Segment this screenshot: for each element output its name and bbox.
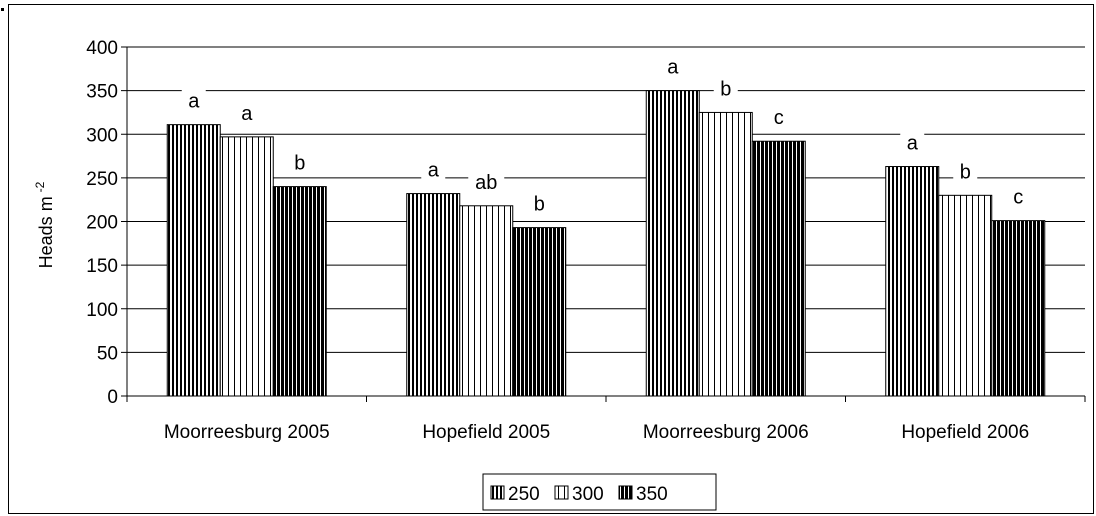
significance-label-bg (1006, 182, 1031, 209)
significance-letter: b (720, 78, 731, 100)
significance-letter: b (960, 161, 971, 183)
legend-swatch-350 (618, 485, 633, 500)
bar-300 (219, 136, 274, 397)
significance-label-bg (181, 86, 206, 113)
chart-frame (8, 4, 1094, 514)
corner-dot (1, 8, 4, 11)
legend-label: 350 (636, 484, 668, 505)
bar-250 (645, 90, 700, 397)
significance-label-bg (766, 103, 791, 130)
y-tick-labels: 0 50 100 150 200 250 300 350 400 (86, 38, 118, 408)
significance-letter: b (294, 153, 305, 175)
significance-label-bg (527, 189, 552, 216)
significance-letter: a (907, 133, 919, 155)
significance-label-bg (234, 98, 259, 125)
bar-350 (512, 227, 567, 397)
significance-label-bg (953, 157, 978, 184)
category-label: Moorreesburg 2006 (643, 422, 809, 443)
legend-label: 300 (572, 484, 604, 505)
y-tick-label: 200 (86, 213, 118, 234)
significance-label-bg (900, 128, 925, 155)
x-category-labels: Moorreesburg 2005 Hopefield 2005 Moorreesb… (164, 422, 1029, 443)
bars (166, 90, 1046, 397)
y-tick-label: 300 (86, 125, 118, 146)
significance-letter: b (534, 194, 545, 216)
bar-250 (885, 166, 940, 397)
bar-250 (406, 193, 461, 397)
y-tick-label: 50 (97, 343, 118, 364)
y-axis-label: Heads m-2 (33, 181, 56, 268)
category-label: Moorreesburg 2005 (164, 422, 330, 443)
bar-250 (166, 124, 221, 397)
bar-350 (751, 140, 806, 397)
significance-letter: ab (475, 172, 497, 194)
y-tick-label: 150 (86, 256, 118, 277)
legend-swatch-250 (490, 485, 505, 500)
significance-letter: c (1013, 187, 1023, 209)
significance-letter: a (241, 103, 253, 125)
y-tick-label: 100 (86, 300, 118, 321)
significance-letter: a (428, 160, 440, 182)
bar-300 (459, 205, 514, 397)
significance-letter: c (774, 107, 784, 129)
y-tick-label: 0 (107, 387, 118, 408)
legend: 250 300 350 (482, 473, 717, 511)
significance-label-bg (287, 148, 312, 175)
bar-350 (272, 186, 327, 397)
significance-label-bg (421, 155, 446, 182)
axes (121, 46, 1086, 402)
bar-350 (991, 220, 1046, 397)
bar-300 (938, 194, 993, 397)
significance-label-bg (713, 74, 738, 101)
significance-letter: a (188, 91, 200, 113)
significance-label-bg (660, 52, 685, 79)
y-tick-label: 250 (86, 169, 118, 190)
legend-label: 250 (508, 484, 540, 505)
significance-letter: a (667, 57, 679, 79)
significance-label-bg (468, 167, 505, 194)
legend-box (482, 473, 717, 511)
y-tick-label: 400 (86, 38, 118, 59)
bar-300 (698, 111, 753, 397)
legend-swatch-300 (554, 485, 569, 500)
category-label: Hopefield 2005 (422, 422, 550, 443)
y-tick-label: 350 (86, 82, 118, 103)
category-label: Hopefield 2006 (901, 422, 1029, 443)
